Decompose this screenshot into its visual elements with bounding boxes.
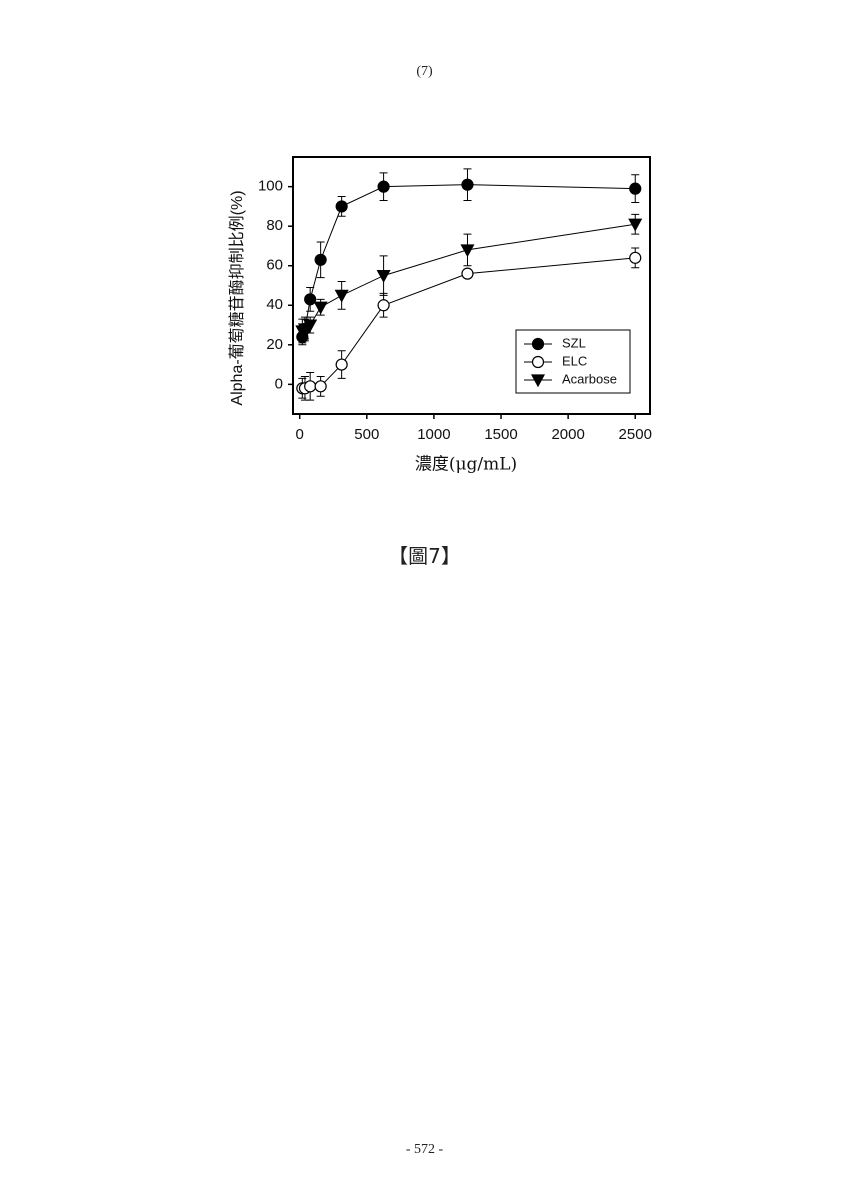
legend-label: Acarbose [562, 371, 617, 386]
data-point [336, 359, 347, 370]
page-footer: - 572 - [0, 1142, 849, 1158]
x-axis-label: 濃度(μg/mL) [415, 455, 517, 475]
data-point [305, 381, 316, 392]
data-point [378, 300, 389, 311]
data-point [315, 254, 326, 265]
page: (7) 【圖7】 - 572 - 濃度(μg/mL) Alpha-葡萄糖苷酶抑制… [0, 0, 849, 1200]
data-point [305, 294, 316, 305]
x-tick-label: 1500 [484, 426, 517, 443]
x-tick-label: 0 [296, 426, 304, 443]
y-tick-label: 20 [266, 336, 283, 353]
legend-marker [533, 339, 544, 350]
x-tick-label: 500 [354, 426, 379, 443]
data-point [462, 179, 473, 190]
data-point [461, 245, 473, 256]
y-tick-label: 60 [266, 257, 283, 274]
legend-label: SZL [562, 335, 586, 350]
data-point [378, 271, 390, 282]
data-point [378, 181, 389, 192]
data-point [630, 252, 641, 263]
y-tick-label: 40 [266, 296, 283, 313]
legend-marker [533, 357, 544, 368]
data-point [630, 183, 641, 194]
x-tick-label: 1000 [417, 426, 450, 443]
data-point [315, 302, 327, 313]
data-point [315, 381, 326, 392]
x-tick-label: 2000 [551, 426, 584, 443]
series-line [302, 185, 635, 337]
legend-label: ELC [562, 353, 587, 368]
x-tick-label: 2500 [619, 426, 652, 443]
y-tick-label: 100 [258, 178, 283, 195]
figure-caption: 【圖7】 [0, 540, 849, 569]
data-point [462, 268, 473, 279]
y-tick-label: 80 [266, 217, 283, 234]
chart: 濃度(μg/mL) Alpha-葡萄糖苷酶抑制比例(%) 05001000150… [0, 0, 849, 520]
y-axis-label: Alpha-葡萄糖苷酶抑制比例(%) [228, 190, 246, 405]
data-point [336, 290, 348, 301]
y-tick-label: 0 [275, 375, 283, 392]
data-point [336, 201, 347, 212]
